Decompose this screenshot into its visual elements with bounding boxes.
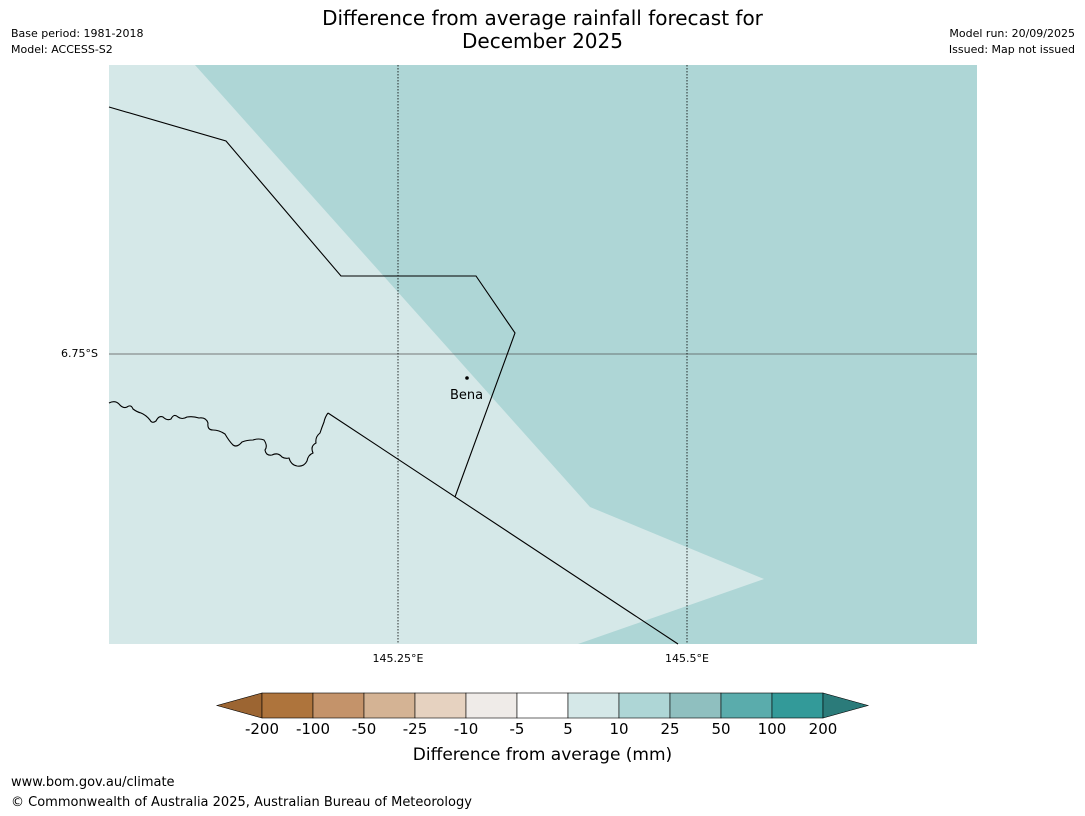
bena-location-marker (465, 376, 469, 380)
colorbar-tick-label: 100 (757, 720, 787, 738)
region-10-to-25 (195, 65, 977, 644)
colorbar-tick-label: -10 (453, 720, 479, 738)
colorbar-tick-label: -25 (402, 720, 428, 738)
boundary-line-south (327, 412, 679, 645)
x-tick-145-25e: 145.25°E (372, 652, 424, 665)
header-right-info: Model run: 20/09/2025 Issued: Map not is… (949, 26, 1075, 58)
colorbar-tick-label: -200 (244, 720, 280, 738)
colorbar-segment (567, 692, 620, 719)
colorbar-tick-label: 25 (660, 720, 680, 738)
colorbar-tick-label: 5 (563, 720, 573, 738)
colorbar-tick-label: -100 (295, 720, 331, 738)
title-line-1: Difference from average rainfall forecas… (322, 6, 763, 30)
colorbar-segment (465, 692, 518, 719)
colorbar-extend-high (822, 692, 870, 719)
y-tick-6-75s: 6.75°S (61, 347, 98, 360)
colorbar-title: Difference from average (mm) (412, 745, 673, 765)
base-period-text: Base period: 1981-2018 (11, 27, 144, 40)
colorbar-tick-label: -5 (509, 720, 525, 738)
header-left-info: Base period: 1981-2018 Model: ACCESS-S2 (11, 26, 143, 58)
model-text: Model: ACCESS-S2 (11, 43, 113, 56)
map-title: Difference from average rainfall forecas… (0, 7, 1085, 53)
colorbar-tick-label: 50 (711, 720, 731, 738)
colorbar-segment (363, 692, 416, 719)
title-line-2: December 2025 (462, 29, 623, 53)
x-tick-145-5e: 145.5°E (665, 652, 709, 665)
place-label-bena: Bena (450, 388, 484, 403)
footer-copyright: © Commonwealth of Australia 2025, Austra… (11, 795, 472, 810)
colorbar-segment (516, 692, 569, 719)
colorbar-segment (312, 692, 365, 719)
colorbar-segment (669, 692, 722, 719)
river-line (108, 401, 329, 467)
footer-url: www.bom.gov.au/climate (11, 775, 175, 790)
issued-text: Issued: Map not issued (948, 43, 1075, 56)
colorbar-segment (720, 692, 773, 719)
map-area (108, 65, 977, 645)
colorbar-segment (261, 692, 314, 719)
colorbar-segment (771, 692, 824, 719)
colorbar-tick-label: 200 (808, 720, 838, 738)
colorbar-extend-low (215, 692, 263, 719)
model-run-text: Model run: 20/09/2025 (949, 27, 1075, 40)
colorbar (215, 692, 870, 719)
colorbar-tick-label: 10 (609, 720, 629, 738)
boundary-line-north (108, 106, 516, 498)
colorbar-tick-label: -50 (351, 720, 377, 738)
colorbar-segment (414, 692, 467, 719)
colorbar-segment (618, 692, 671, 719)
